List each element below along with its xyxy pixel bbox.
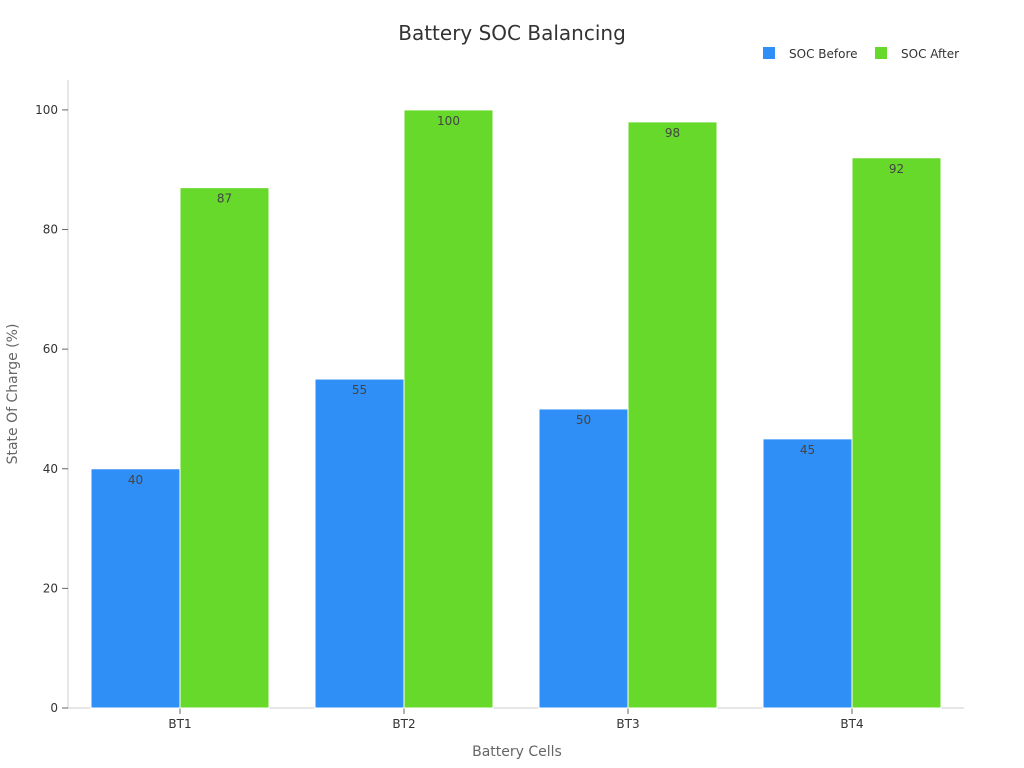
x-tick-label: BT1 — [168, 717, 191, 731]
data-label: 98 — [665, 126, 680, 140]
data-label: 55 — [352, 383, 367, 397]
bar-soc-before-bt1 — [90, 468, 181, 709]
x-tick-label: BT2 — [392, 717, 415, 731]
data-label: 50 — [576, 413, 591, 427]
y-tick-label: 80 — [43, 223, 58, 237]
legend-swatch — [875, 47, 887, 59]
y-tick-label: 20 — [43, 581, 58, 595]
data-label: 45 — [800, 443, 815, 457]
chart-title: Battery SOC Balancing — [398, 21, 626, 45]
legend: SOC Before SOC After — [763, 47, 959, 61]
legend-swatch — [763, 47, 775, 59]
bar-soc-after-bt4 — [851, 157, 942, 709]
x-tick-label: BT4 — [840, 717, 863, 731]
y-axis-title: State Of Charge (%) — [5, 324, 21, 465]
y-tick-label: 40 — [43, 462, 58, 476]
bar-soc-after-bt3 — [627, 121, 718, 709]
y-tick-label: 100 — [35, 103, 58, 117]
data-label: 92 — [889, 162, 904, 176]
legend-label: SOC After — [901, 47, 959, 61]
x-tick-label: BT3 — [616, 717, 639, 731]
legend-label: SOC Before — [789, 47, 858, 61]
bar-soc-after-bt2 — [403, 109, 494, 709]
y-tick-label: 0 — [50, 701, 58, 715]
bar-soc-after-bt1 — [179, 187, 270, 709]
x-axis-title: Battery Cells — [472, 744, 562, 760]
data-labels: 40 87 55 100 50 98 45 92 — [128, 114, 904, 487]
data-label: 40 — [128, 473, 143, 487]
data-label: 100 — [437, 114, 460, 128]
y-tick-label: 60 — [43, 342, 58, 356]
data-label: 87 — [217, 192, 232, 206]
bar-soc-before-bt4 — [762, 438, 853, 709]
bar-soc-before-bt2 — [314, 378, 405, 709]
bars — [90, 109, 942, 709]
bar-soc-before-bt3 — [538, 408, 629, 709]
